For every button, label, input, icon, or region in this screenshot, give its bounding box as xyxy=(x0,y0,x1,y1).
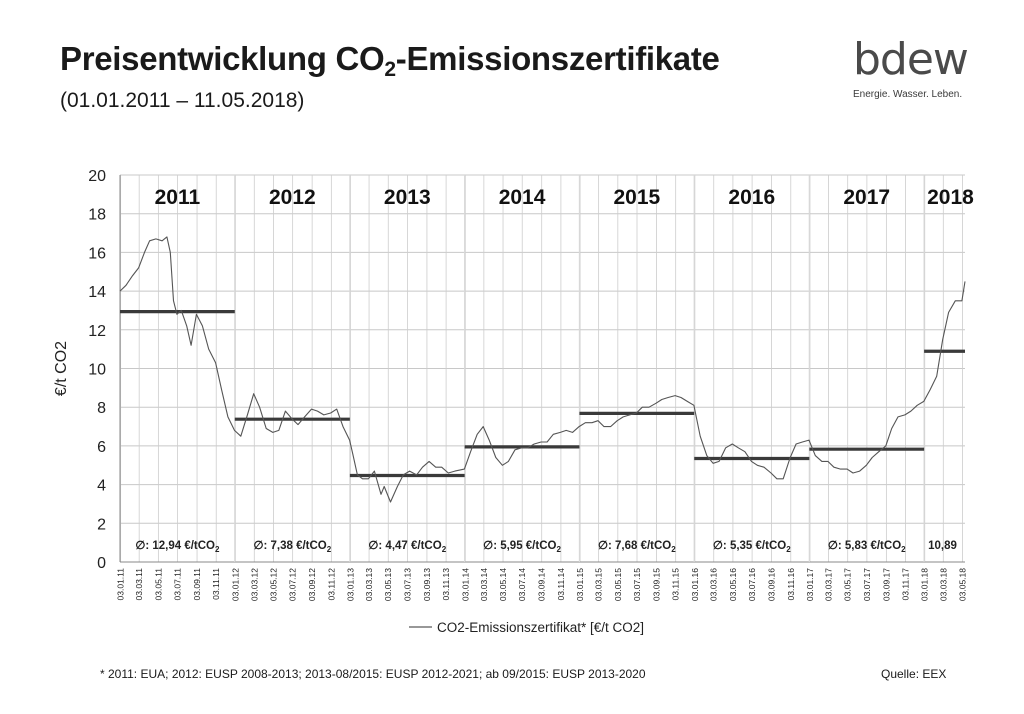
bdew-logo: bdew Energie. Wasser. Leben. xyxy=(853,34,969,106)
x-tick-label: 03.03.13 xyxy=(364,568,374,601)
x-tick-label: 03.07.17 xyxy=(862,568,872,601)
x-tick-label: 03.03.12 xyxy=(249,568,259,601)
average-label: ∅: 7,38 €/tCO2 xyxy=(253,540,331,554)
y-tick-label: 4 xyxy=(97,478,106,495)
x-tick-label: 03.01.18 xyxy=(920,568,930,601)
x-tick-label: 03.05.16 xyxy=(728,568,738,601)
x-tick-label: 03.07.15 xyxy=(632,568,642,601)
x-tick-label: 03.05.13 xyxy=(383,568,393,601)
y-tick-label: 18 xyxy=(88,207,106,224)
y-tick-label: 8 xyxy=(97,400,106,417)
x-tick-label: 03.01.13 xyxy=(346,568,356,601)
x-tick-label: 03.11.16 xyxy=(786,568,796,601)
x-tick-label: 03.05.11 xyxy=(153,568,163,601)
x-tick-label: 03.07.16 xyxy=(747,568,757,601)
average-label: ∅: 12,94 €/tCO2 xyxy=(135,540,220,554)
x-tick-label: 03.05.14 xyxy=(498,568,508,601)
legend-label: CO2-Emissionszertifikat* [€/t CO2] xyxy=(437,620,644,635)
x-tick-label: 03.09.11 xyxy=(192,568,202,601)
average-label: 10,89 xyxy=(928,540,957,552)
x-tick-label: 03.07.12 xyxy=(288,568,298,601)
x-tick-label: 03.11.13 xyxy=(441,568,451,601)
y-tick-label: 2 xyxy=(97,516,106,533)
logo-wordmark: bdew xyxy=(853,34,969,85)
y-tick-label: 12 xyxy=(88,323,106,340)
y-tick-label: 14 xyxy=(88,284,106,301)
x-tick-label: 03.03.16 xyxy=(709,568,719,601)
x-tick-label: 03.01.16 xyxy=(690,568,700,601)
x-tick-label: 03.09.14 xyxy=(537,568,547,601)
x-tick-label: 03.09.12 xyxy=(307,568,317,601)
x-tick-label: 03.01.17 xyxy=(805,568,815,601)
x-tick-label: 03.11.12 xyxy=(326,568,336,601)
x-tick-label: 03.05.15 xyxy=(613,568,623,601)
average-label: ∅: 5,83 €/tCO2 xyxy=(828,540,906,554)
y-tick-label: 6 xyxy=(97,439,106,456)
x-tick-label: 03.05.17 xyxy=(843,568,853,601)
x-tick-label: 03.05.18 xyxy=(957,568,967,601)
x-tick-label: 03.03.14 xyxy=(479,568,489,601)
y-tick-label: 0 xyxy=(97,555,106,572)
year-label: 2018 xyxy=(927,186,974,209)
year-label: 2012 xyxy=(269,186,316,209)
year-label: 2011 xyxy=(155,186,201,209)
y-tick-label: 20 xyxy=(88,168,106,185)
page-subtitle: (01.01.2011 – 11.05.2018) xyxy=(60,89,305,112)
page-title: Preisentwicklung CO2-Emissionszertifikat… xyxy=(60,40,720,81)
x-tick-label: 03.07.14 xyxy=(517,568,527,601)
y-tick-label: 16 xyxy=(88,245,106,262)
source-note: Quelle: EEX xyxy=(881,667,947,681)
x-tick-label: 03.01.15 xyxy=(575,568,585,601)
year-label: 2014 xyxy=(499,186,546,209)
year-label: 2013 xyxy=(384,186,431,209)
x-tick-label: 03.05.12 xyxy=(268,568,278,601)
x-tick-label: 03.09.17 xyxy=(881,568,891,601)
average-label: ∅: 4,47 €/tCO2 xyxy=(368,540,446,554)
series-line xyxy=(119,236,966,503)
x-tick-label: 03.03.18 xyxy=(938,568,948,601)
x-tick-label: 03.11.11 xyxy=(211,568,221,600)
x-tick-label: 03.01.11 xyxy=(116,568,126,601)
x-tick-label: 03.07.11 xyxy=(173,568,183,601)
x-tick-label: 03.01.12 xyxy=(230,568,240,601)
year-label: 2016 xyxy=(728,186,775,209)
year-label: 2015 xyxy=(613,186,660,209)
average-label: ∅: 5,35 €/tCO2 xyxy=(713,540,791,554)
x-tick-label: 03.09.13 xyxy=(422,568,432,601)
x-tick-label: 03.09.15 xyxy=(651,568,661,601)
x-tick-label: 03.01.14 xyxy=(460,568,470,601)
average-label: ∅: 5,95 €/tCO2 xyxy=(483,540,561,554)
average-label: ∅: 7,68 €/tCO2 xyxy=(598,540,676,554)
year-label: 2017 xyxy=(843,186,890,209)
x-tick-label: 03.11.14 xyxy=(556,568,566,601)
x-tick-label: 03.07.13 xyxy=(402,568,412,601)
x-tick-label: 03.03.11 xyxy=(134,568,144,601)
x-tick-label: 03.03.15 xyxy=(594,568,604,601)
y-tick-label: 10 xyxy=(88,362,106,379)
x-tick-label: 03.11.17 xyxy=(901,568,911,601)
x-tick-label: 03.03.17 xyxy=(824,568,834,601)
y-axis-label: €/t CO2 xyxy=(53,341,70,396)
x-tick-label: 03.11.15 xyxy=(671,568,681,601)
logo-tagline: Energie. Wasser. Leben. xyxy=(853,89,963,100)
footnote: * 2011: EUA; 2012: EUSP 2008-2013; 2013-… xyxy=(100,667,646,681)
x-tick-label: 03.09.16 xyxy=(767,568,777,601)
